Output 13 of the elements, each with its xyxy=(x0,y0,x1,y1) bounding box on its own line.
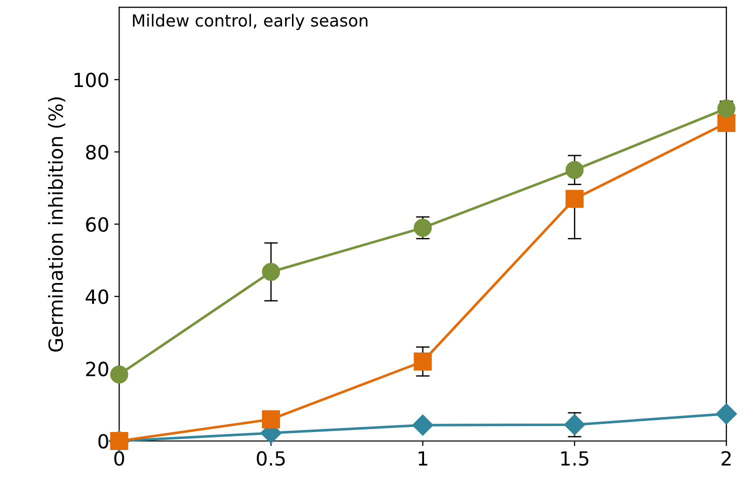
y-tick-label: 80 xyxy=(86,144,108,160)
y-tick-label: 0 xyxy=(98,434,108,449)
y-axis-title: Germination inhibition (%) xyxy=(48,97,66,352)
x-tick-label: 1.5 xyxy=(561,451,588,466)
y-tick-label: 40 xyxy=(86,289,108,304)
chart-title: Mildew control, early season xyxy=(132,14,368,30)
x-tick-label: 0 xyxy=(114,451,124,466)
y-tick-label: 60 xyxy=(86,217,108,232)
y-tick-label: 20 xyxy=(86,362,108,376)
x-tick-label: 1 xyxy=(418,451,428,466)
x-tick-label: 0.5 xyxy=(256,451,285,466)
x-tick-label: 2 xyxy=(722,451,731,466)
y-tick-label: 100 xyxy=(74,72,108,88)
